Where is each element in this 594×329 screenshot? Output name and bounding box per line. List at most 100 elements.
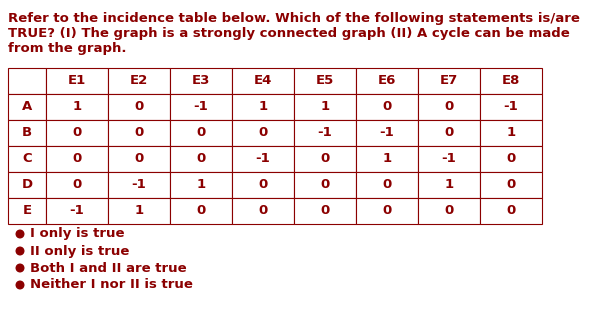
Bar [480,198,542,224]
Bar [46,120,108,146]
Text: 0: 0 [134,153,144,165]
Text: E: E [23,205,31,217]
Text: A: A [22,100,32,114]
Bar [356,68,418,94]
Bar [232,94,294,120]
Text: 0: 0 [506,153,516,165]
Text: Refer to the incidence table below. Which of the following statements is/are: Refer to the incidence table below. Whic… [8,12,580,25]
Text: E7: E7 [440,74,458,88]
Bar [170,94,232,120]
Text: 0: 0 [444,205,454,217]
Text: 1: 1 [507,126,516,139]
Bar [170,198,232,224]
Bar [108,172,170,198]
Text: 1: 1 [72,100,81,114]
Text: 0: 0 [197,126,206,139]
Text: 0: 0 [134,100,144,114]
Text: -1: -1 [132,179,146,191]
Text: E2: E2 [130,74,148,88]
Bar [8,94,46,120]
Text: 0: 0 [383,179,391,191]
Bar [480,120,542,146]
Bar [46,146,108,172]
Text: C: C [22,153,32,165]
Bar [418,146,480,172]
Text: I only is true: I only is true [30,227,125,240]
Bar [294,146,356,172]
Text: 0: 0 [197,153,206,165]
Bar [418,120,480,146]
Text: II only is true: II only is true [30,244,129,258]
Text: Neither I nor II is true: Neither I nor II is true [30,279,193,291]
Bar [232,120,294,146]
Text: 0: 0 [320,179,330,191]
Bar [418,94,480,120]
Text: -1: -1 [194,100,208,114]
Text: 1: 1 [134,205,144,217]
Bar [108,94,170,120]
Bar [480,172,542,198]
Text: Both I and II are true: Both I and II are true [30,262,187,274]
Bar [8,172,46,198]
Bar [294,172,356,198]
Bar [418,198,480,224]
Bar [294,68,356,94]
Bar [356,120,418,146]
Bar [8,68,46,94]
Bar [356,146,418,172]
Bar [294,120,356,146]
Text: 0: 0 [197,205,206,217]
Bar [480,68,542,94]
Text: 1: 1 [383,153,391,165]
Text: -1: -1 [255,153,270,165]
Text: from the graph.: from the graph. [8,42,127,55]
Text: -1: -1 [380,126,394,139]
Text: 0: 0 [383,205,391,217]
Text: 1: 1 [320,100,330,114]
Circle shape [16,247,24,255]
Text: D: D [21,179,33,191]
Bar [46,172,108,198]
Bar [46,198,108,224]
Text: 0: 0 [134,126,144,139]
Bar [294,198,356,224]
Text: 0: 0 [383,100,391,114]
Text: -1: -1 [318,126,333,139]
Text: 0: 0 [444,126,454,139]
Text: -1: -1 [504,100,519,114]
Bar [294,94,356,120]
Text: -1: -1 [441,153,456,165]
Bar [356,198,418,224]
Bar [108,120,170,146]
Bar [8,146,46,172]
Bar [232,68,294,94]
Bar [8,198,46,224]
Text: -1: -1 [69,205,84,217]
Bar [480,146,542,172]
Bar [232,172,294,198]
Text: E3: E3 [192,74,210,88]
Text: E1: E1 [68,74,86,88]
Text: E4: E4 [254,74,272,88]
Bar [356,172,418,198]
Text: 0: 0 [506,179,516,191]
Bar [8,120,46,146]
Bar [108,198,170,224]
Text: 0: 0 [72,153,81,165]
Text: 0: 0 [72,126,81,139]
Bar [170,146,232,172]
Text: 0: 0 [506,205,516,217]
Bar [170,68,232,94]
Bar [232,198,294,224]
Text: 0: 0 [444,100,454,114]
Text: 1: 1 [444,179,454,191]
Bar [232,146,294,172]
Text: 1: 1 [197,179,206,191]
Text: E8: E8 [502,74,520,88]
Circle shape [16,230,24,238]
Text: TRUE? (I) The graph is a strongly connected graph (II) A cycle can be made: TRUE? (I) The graph is a strongly connec… [8,27,570,40]
Text: 0: 0 [72,179,81,191]
Bar [108,146,170,172]
Text: 1: 1 [258,100,267,114]
Text: 0: 0 [320,205,330,217]
